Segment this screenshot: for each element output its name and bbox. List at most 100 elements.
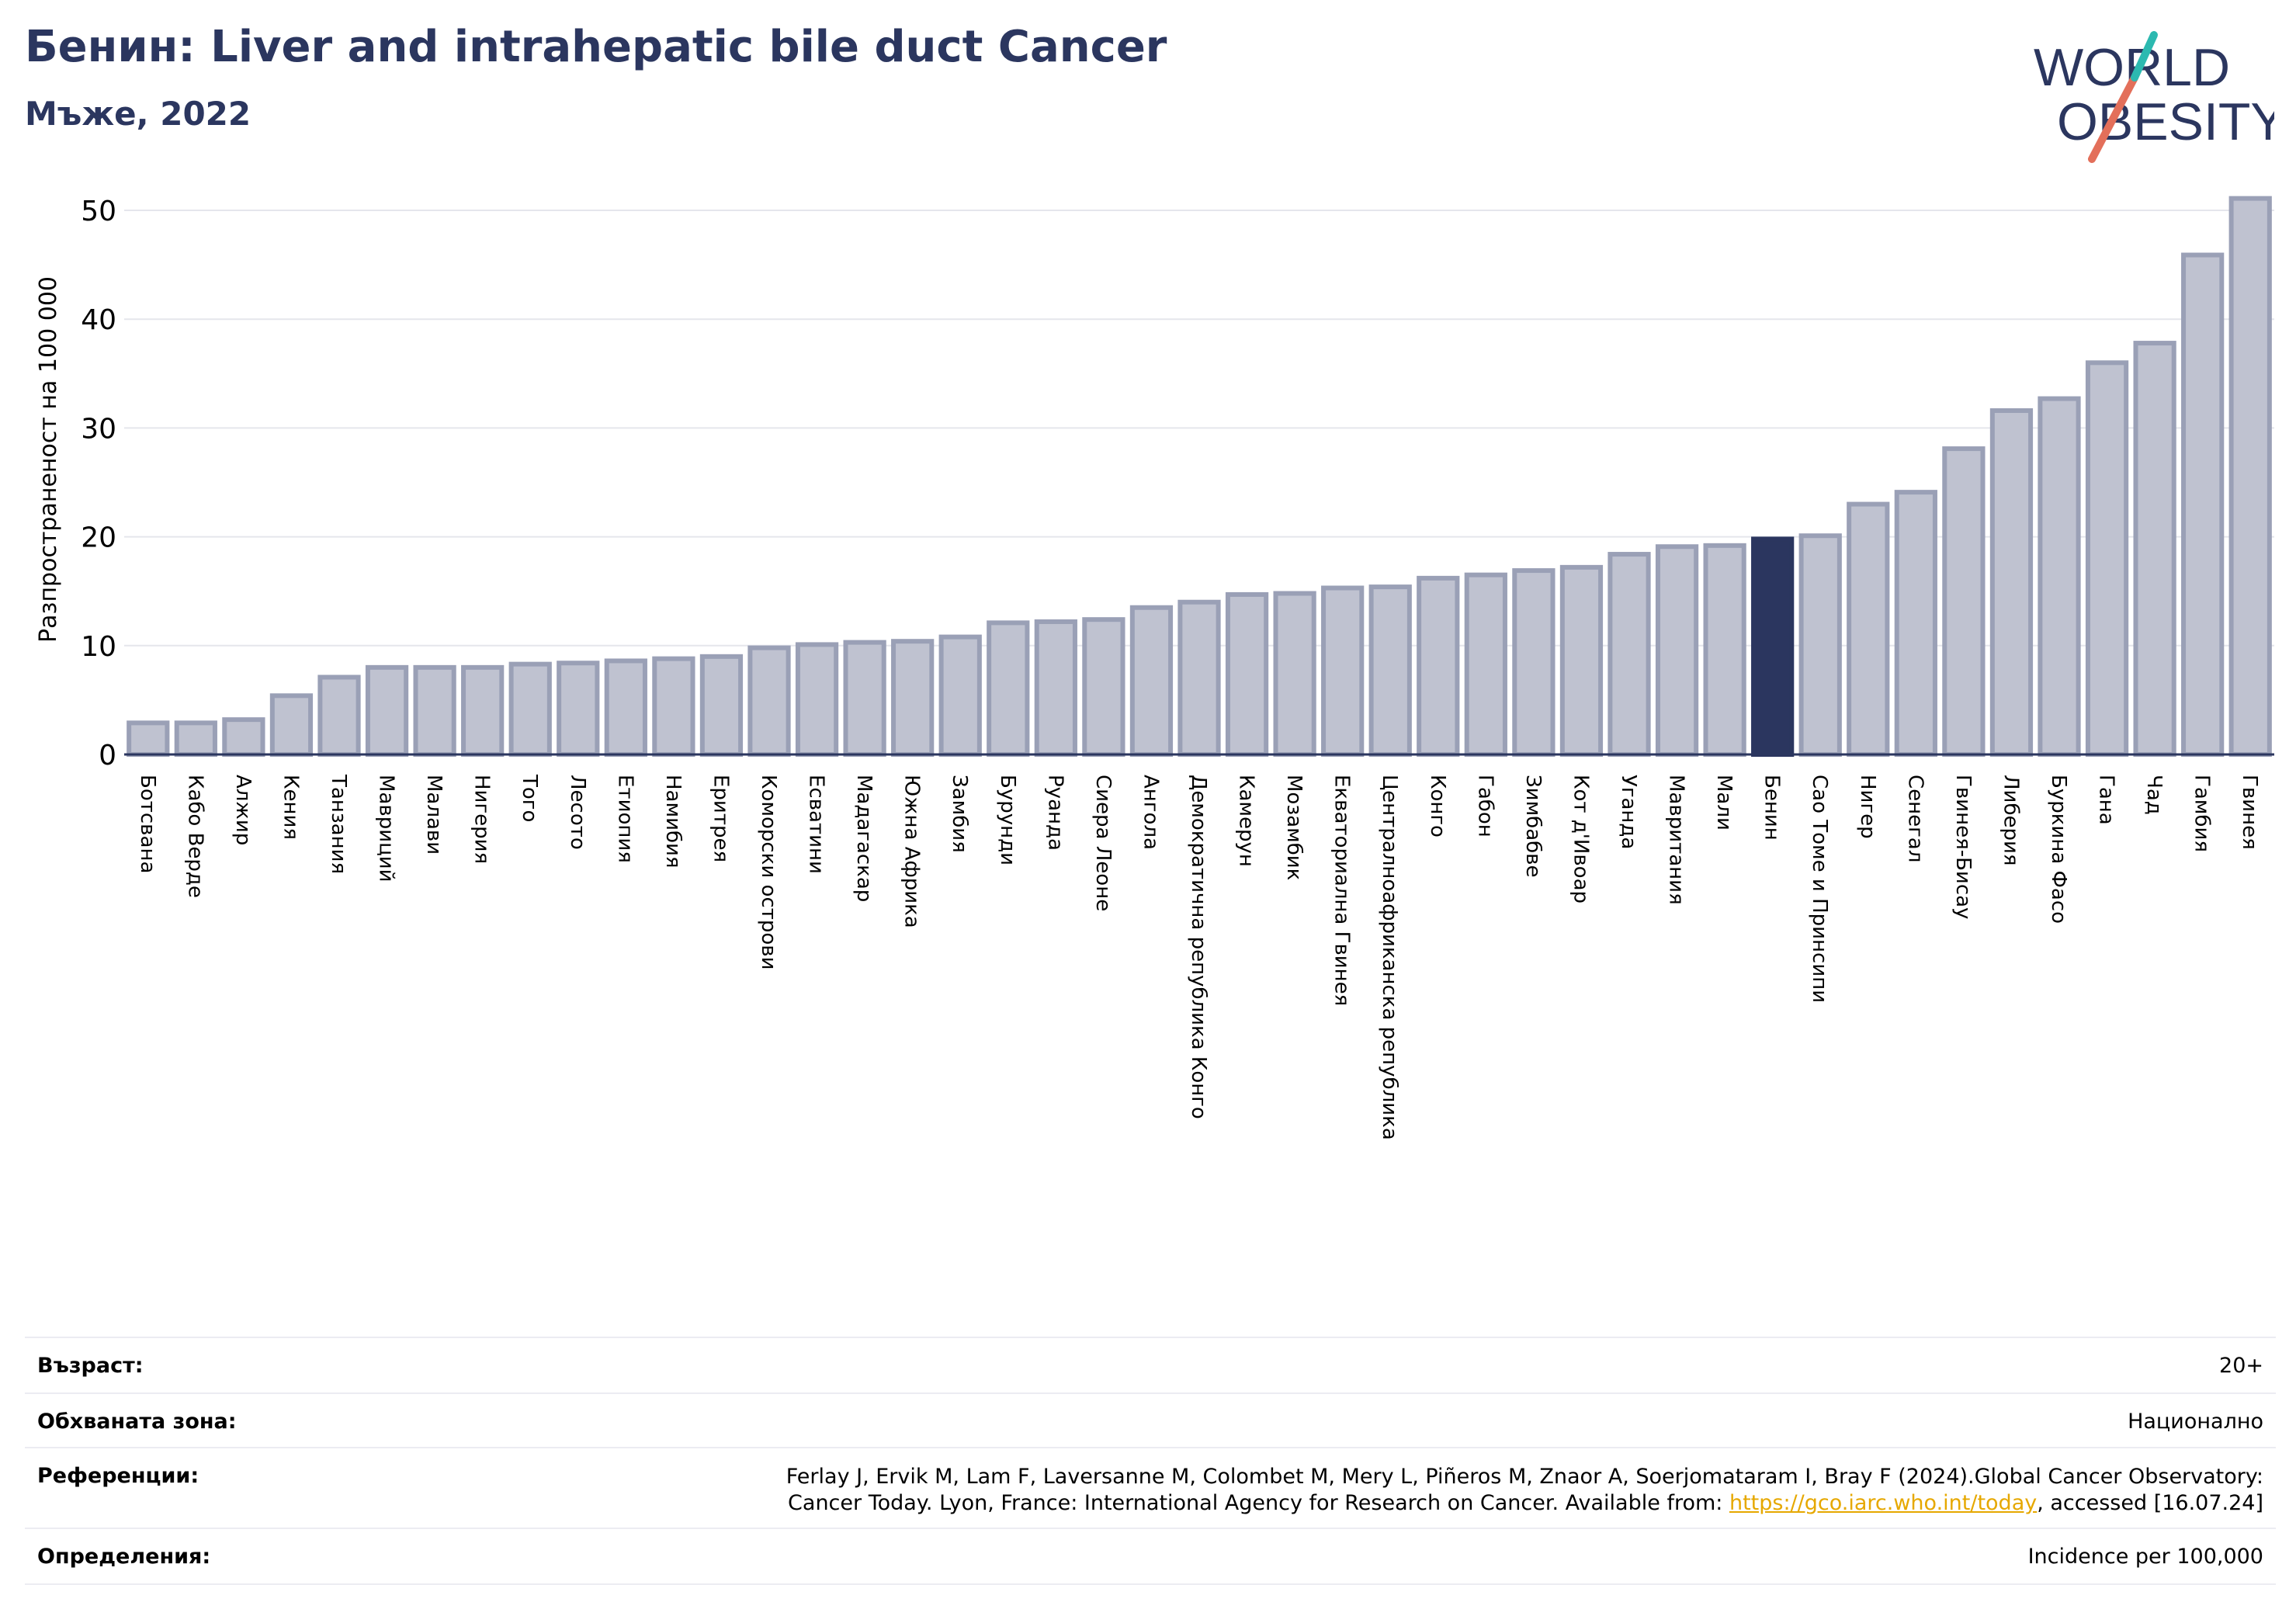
y-axis-ticks: 0 10 20 30 40 50 (81, 196, 116, 772)
bar (2228, 196, 2272, 757)
x-tick-label: Того (518, 774, 541, 822)
bar (317, 675, 361, 757)
bar (1798, 533, 1842, 757)
bar (2181, 252, 2225, 757)
area-label: Обхваната зона: (37, 1410, 237, 1434)
bar (1225, 591, 1269, 757)
x-tick-label: Централноафриканска република (1378, 775, 1401, 1140)
bar (508, 661, 552, 757)
x-tick-label: Ботсвана (136, 775, 159, 873)
x-tick-label: Нигер (1856, 775, 1879, 839)
bar (1942, 446, 1986, 758)
bar (843, 640, 886, 757)
x-tick-label: Кения (279, 775, 302, 840)
bar (1417, 575, 1460, 758)
reference-link[interactable]: https://gco.iarc.who.int/today (1729, 1491, 2038, 1515)
x-tick-label: Гамбия (2190, 775, 2214, 852)
y-tick-label: 30 (81, 413, 116, 445)
bar (1608, 552, 1651, 757)
x-tick-label: Мавриций (375, 775, 398, 883)
y-axis-label: Разпространеност на 100 000 (35, 276, 62, 643)
references-label: Референции: (37, 1464, 199, 1488)
bar (652, 656, 695, 758)
x-tick-label: Мали (1712, 775, 1736, 831)
bar (1368, 584, 1412, 757)
bar (2133, 341, 2176, 758)
x-tick-label: Кот д'Ивоар (1569, 775, 1592, 903)
bar (1847, 501, 1890, 757)
age-label: Възраст: (37, 1354, 144, 1378)
bars (127, 196, 2272, 758)
x-tick-label: Ангола (1139, 775, 1162, 850)
bar (1894, 490, 1937, 757)
x-tick-label: Еритрея (709, 775, 732, 862)
x-tick-label: Мавритания (1665, 775, 1688, 905)
x-tick-label: Мозамбик (1282, 775, 1306, 880)
bar (1273, 591, 1316, 757)
logo-slash-lower (2088, 74, 2138, 163)
x-tick-label: Зимбабве (1521, 775, 1545, 878)
bar (1512, 568, 1556, 758)
x-tick-label: Сенегал (1903, 775, 1927, 862)
x-tick-label: Намибия (661, 775, 685, 869)
reference-line-2: Cancer Today. Lyon, France: Internationa… (786, 1490, 2263, 1517)
reference-text: Cancer Today. Lyon, France: Internationa… (788, 1491, 1729, 1515)
bar (1751, 536, 1795, 758)
x-tick-label: Етиопия (613, 775, 636, 863)
x-tick-label: Уганда (1617, 775, 1640, 849)
x-tick-label: Кабо Верде (183, 775, 206, 898)
x-tick-label: Демократична република Конго (1187, 775, 1210, 1119)
x-tick-label: Алжир (231, 775, 255, 845)
x-tick-label: Сиера Леоне (1091, 775, 1115, 911)
bar (2085, 360, 2129, 757)
x-tick-label: Бурунди (996, 775, 1019, 865)
bar (938, 634, 982, 757)
bar (604, 658, 647, 758)
age-value: 20+ (2219, 1354, 2263, 1378)
bar (1989, 407, 2034, 757)
bar (127, 720, 170, 758)
info-row-age: Възраст: 20+ (25, 1337, 2276, 1394)
bar (2038, 396, 2081, 757)
bar (269, 693, 314, 757)
world-obesity-logo: WORLD OBESITY (2034, 31, 2274, 163)
bar (795, 642, 839, 757)
definitions-label: Определения: (37, 1545, 211, 1569)
y-tick-label: 50 (81, 196, 116, 227)
logo-line2: OBESITY (2057, 92, 2274, 151)
area-value: Национално (2128, 1410, 2263, 1434)
x-axis-labels: Ботсвана Кабо Верде Алжир Кения Танзания Мавр… (136, 774, 2261, 1140)
bar-chart: 0 10 20 30 40 50 Ботсвана Кабо Верде Алжир Кения… (35, 196, 2274, 1140)
bar (891, 639, 935, 758)
x-tick-label: Южна Африка (900, 775, 924, 928)
x-tick-label: Камерун (1235, 775, 1258, 867)
x-tick-label: Екваториална Гвинея (1330, 775, 1354, 1006)
bar (461, 664, 505, 757)
x-tick-label: Гана (2095, 775, 2118, 825)
y-tick-label: 40 (81, 304, 116, 336)
bar (413, 664, 456, 757)
info-row-references: Референции: Ferlay J, Ervik M, Lam F, La… (25, 1447, 2276, 1529)
x-tick-label: Буркина Фасо (2047, 775, 2070, 924)
x-tick-label: Габон (1473, 775, 1497, 838)
x-tick-label: Руанда (1043, 775, 1066, 851)
bar (365, 664, 409, 757)
x-tick-label: Малави (422, 775, 446, 855)
x-tick-label: Гвинея-Бисау (1951, 775, 1975, 919)
bar (1703, 543, 1746, 757)
bar (699, 654, 744, 757)
y-tick-label: 10 (81, 631, 116, 663)
logo-slash-upper (2131, 31, 2158, 81)
y-tick-label: 20 (81, 522, 116, 554)
info-row-definitions: Определения: Incidence per 100,000 (25, 1528, 2276, 1585)
bar (1464, 572, 1507, 757)
x-tick-label: Бенин (1760, 775, 1784, 841)
bar (747, 645, 791, 757)
bar (557, 661, 600, 757)
x-tick-label: Гвинея (2238, 775, 2261, 850)
x-tick-label: Замбия (948, 775, 971, 853)
bar (174, 720, 217, 758)
bar (1129, 605, 1174, 757)
x-tick-label: Нигерия (470, 775, 494, 864)
chart-subtitle: Мъже, 2022 (25, 95, 251, 133)
